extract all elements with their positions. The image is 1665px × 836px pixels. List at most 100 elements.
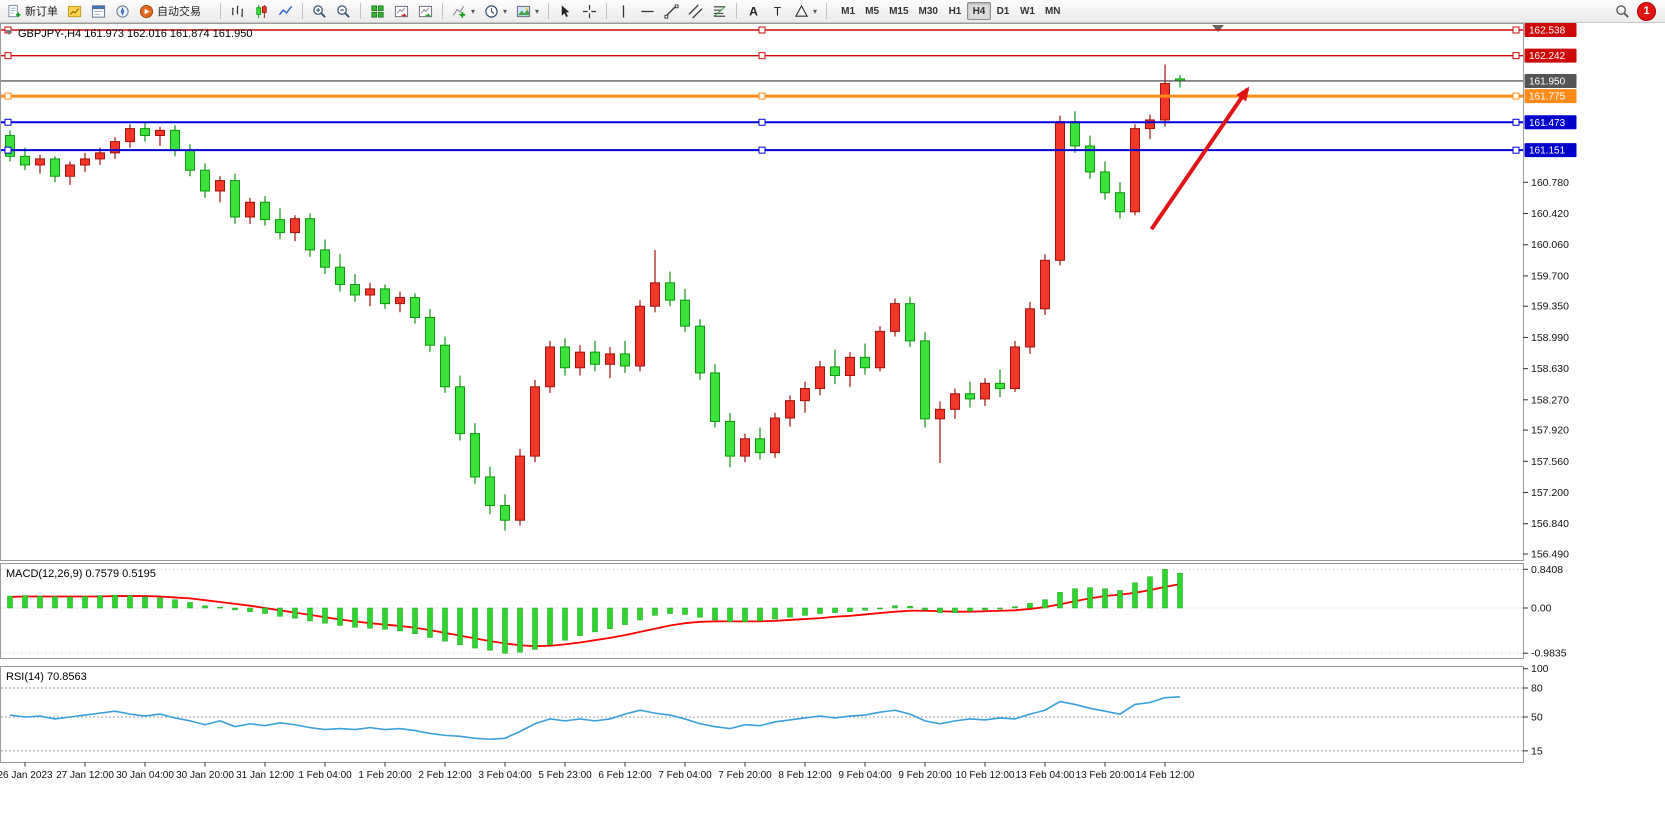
add-indicator-button[interactable] [448, 1, 479, 21]
svg-text:8 Feb 12:00: 8 Feb 12:00 [778, 770, 832, 781]
notification-badge[interactable]: 1 [1637, 1, 1656, 21]
zoom-in-icon [313, 4, 326, 18]
zoom-in-button[interactable] [308, 1, 331, 21]
rsi-label: RSI(14) 70.8563 [6, 671, 87, 683]
channel-tool-button[interactable] [684, 1, 707, 21]
line-chart-mode-button[interactable] [274, 1, 297, 21]
collapse-chart-button[interactable] [5, 30, 13, 35]
auto-scroll-button[interactable] [414, 1, 437, 21]
svg-text:26 Jan 2023: 26 Jan 2023 [0, 770, 53, 781]
clock-icon [485, 4, 498, 18]
svg-text:80: 80 [1531, 682, 1543, 694]
toolbar-separator [302, 3, 303, 19]
svg-text:27 Jan 12:00: 27 Jan 12:00 [56, 770, 114, 781]
timeframe-h1-button[interactable]: H1 [943, 2, 967, 20]
toolbar-separator [360, 3, 361, 19]
crosshair-icon [582, 4, 597, 18]
autotrade-label: 自动交易 [157, 6, 201, 18]
cursor-icon [561, 4, 570, 17]
time-axis[interactable]: 26 Jan 2023 27 Jan 12:00 30 Jan 04:00 30 Ja… [0, 762, 1195, 782]
line-chart-icon [278, 5, 293, 15]
shapes-tool-button[interactable] [790, 1, 821, 21]
template-button[interactable] [512, 1, 543, 21]
vertical-line-tool-button[interactable] [612, 1, 635, 21]
svg-text:160.060: 160.060 [1531, 239, 1569, 251]
svg-text:30 Jan 04:00: 30 Jan 04:00 [116, 770, 174, 781]
svg-text:161.151: 161.151 [1529, 146, 1566, 157]
timeframe-m5-button[interactable]: M5 [860, 2, 884, 20]
timeframe-mn-button[interactable]: MN [1040, 2, 1066, 20]
fibonacci-tool-button[interactable] [708, 1, 731, 21]
horizontal-line-162.242[interactable] [1, 52, 1523, 60]
svg-text:30 Jan 20:00: 30 Jan 20:00 [176, 770, 234, 781]
svg-text:157.920: 157.920 [1531, 425, 1569, 437]
svg-text:7 Feb 20:00: 7 Feb 20:00 [718, 770, 772, 781]
candlestick-mode-button[interactable] [250, 1, 273, 21]
svg-text:2 Feb 12:00: 2 Feb 12:00 [418, 770, 472, 781]
market-watch-button[interactable] [63, 1, 86, 21]
search-button[interactable] [1611, 1, 1634, 21]
fibonacci-icon [713, 5, 726, 17]
svg-text:T: T [774, 4, 782, 18]
price-badge-162.242: 162.242 [1524, 48, 1577, 63]
add-indicator-icon [452, 5, 466, 18]
svg-text:14 Feb 12:00: 14 Feb 12:00 [1136, 770, 1195, 781]
trendline-tool-button[interactable] [660, 1, 683, 21]
toolbar-separator [548, 3, 550, 19]
zoom-out-button[interactable] [332, 1, 355, 21]
toolbar-separator [220, 3, 221, 19]
new-order-button[interactable]: 新订单 [3, 1, 62, 21]
tile-windows-icon [371, 4, 384, 18]
data-window-button[interactable] [87, 1, 110, 21]
price-badge-161.775: 161.775 [1524, 89, 1577, 104]
price-axis[interactable]: 160.780 160.420 160.060 159.700 159.350 158.9… [1523, 177, 1569, 758]
crosshair-tool-button[interactable] [578, 1, 601, 21]
chart-shift-button[interactable] [390, 1, 413, 21]
new-order-icon [8, 4, 21, 17]
svg-text:0.00: 0.00 [1531, 603, 1552, 615]
auto-scroll-icon [418, 5, 433, 17]
autotrade-button[interactable]: 自动交易 [135, 1, 205, 21]
navigator-icon [116, 4, 129, 18]
price-badge-161.950: 161.950 [1524, 73, 1577, 88]
text-label-tool-button[interactable]: T [766, 1, 789, 21]
horizontal-line-161.473[interactable] [1, 118, 1523, 126]
macd-label: MACD(12,26,9) 0.7579 0.5195 [6, 568, 156, 580]
rsi-panel: RSI(14) 70.8563 [0, 666, 1524, 763]
svg-text:1 Feb 04:00: 1 Feb 04:00 [298, 770, 352, 781]
macd-signal-line [9, 583, 1181, 648]
svg-text:162.242: 162.242 [1529, 51, 1566, 62]
svg-text:6 Feb 12:00: 6 Feb 12:00 [598, 770, 652, 781]
price-badge-161.151: 161.151 [1524, 143, 1577, 158]
svg-text:A: A [749, 4, 758, 18]
timeframe-m30-button[interactable]: M30 [914, 2, 943, 20]
svg-text:50: 50 [1531, 712, 1543, 724]
macd-histogram [7, 569, 1183, 654]
svg-text:13 Feb 04:00: 13 Feb 04:00 [1016, 770, 1075, 781]
bar-chart-mode-button[interactable] [226, 1, 249, 21]
svg-text:3 Feb 04:00: 3 Feb 04:00 [478, 770, 532, 781]
navigator-button[interactable] [111, 1, 134, 21]
candles [5, 64, 1185, 531]
timeframe-h4-button[interactable]: H4 [966, 2, 991, 20]
svg-text:5 Feb 23:00: 5 Feb 23:00 [538, 770, 592, 781]
cursor-tool-button[interactable] [554, 1, 577, 21]
timeframe-d1-button[interactable]: D1 [991, 2, 1015, 20]
period-button[interactable] [480, 1, 511, 21]
toolbar: 新订单 自动交易 [0, 0, 1665, 23]
toolbar-separator [442, 3, 443, 19]
timeframe-w1-button[interactable]: W1 [1015, 2, 1040, 20]
trend-arrow[interactable] [1149, 86, 1250, 231]
horizontal-line-161.775[interactable] [1, 92, 1523, 100]
timeframe-group: M1 M5 M15 M30 H1 H4 D1 W1 MN [836, 2, 1065, 20]
svg-text:159.700: 159.700 [1531, 270, 1569, 282]
tile-windows-button[interactable] [366, 1, 389, 21]
horizontal-line-tool-button[interactable] [636, 1, 659, 21]
svg-text:157.560: 157.560 [1531, 456, 1569, 468]
candlestick-icon [256, 4, 267, 18]
timeframe-m15-button[interactable]: M15 [884, 2, 913, 20]
timeframe-m1-button[interactable]: M1 [836, 2, 860, 20]
horizontal-line-161.151[interactable] [1, 146, 1523, 154]
text-tool-button[interactable]: A [742, 1, 765, 21]
rsi-line [9, 696, 1181, 741]
